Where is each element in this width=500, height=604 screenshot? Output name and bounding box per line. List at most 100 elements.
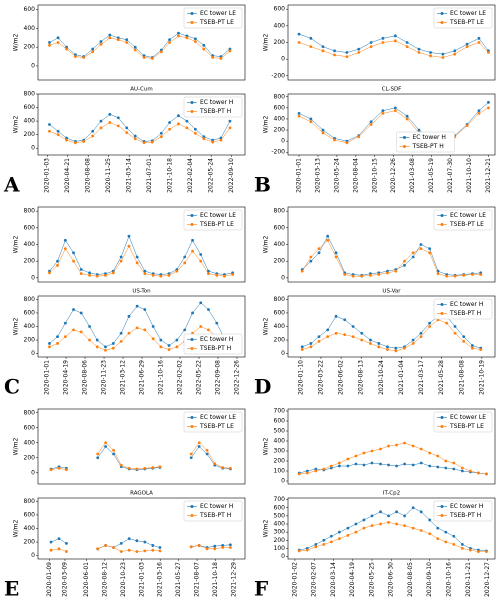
x-tick-label: 2020-11-21: [465, 562, 472, 597]
series-line: [299, 522, 487, 552]
x-tick-label: 2021-01-04: [398, 360, 405, 395]
legend-marker: [403, 145, 406, 148]
x-tick-label: 2020-01-10: [297, 360, 304, 395]
data-point: [346, 526, 350, 530]
data-point: [377, 342, 381, 345]
data-point: [334, 331, 338, 335]
data-point: [57, 537, 61, 541]
y-axis-label: W/m2: [263, 34, 270, 52]
y-tick-label: 200: [24, 454, 36, 461]
data-point: [175, 269, 179, 273]
x-tick-label: 2020-03-14: [330, 562, 337, 597]
legend-label: EC tower LE: [200, 212, 236, 219]
data-point: [487, 106, 490, 110]
data-point: [167, 348, 171, 351]
data-point: [343, 318, 347, 322]
legend-marker: [440, 21, 444, 24]
x-tick-label: 2020-06-02: [338, 360, 345, 395]
data-point: [56, 263, 59, 267]
series-line: [298, 40, 489, 58]
data-point: [428, 451, 432, 455]
data-point: [436, 454, 440, 458]
data-point: [150, 140, 154, 144]
data-point: [479, 348, 483, 351]
data-point: [343, 333, 347, 337]
y-axis-label: W/m2: [13, 318, 20, 336]
data-point: [379, 462, 382, 466]
data-point: [452, 542, 456, 546]
x-tick-label: 2020-08-08: [85, 158, 92, 193]
data-point: [95, 274, 99, 278]
data-point: [159, 135, 163, 139]
data-point: [411, 526, 415, 530]
legend-marker: [440, 223, 444, 226]
data-point: [333, 53, 336, 57]
data-point: [452, 467, 456, 471]
data-point: [369, 342, 372, 345]
data-point: [159, 274, 163, 278]
data-point: [72, 328, 75, 332]
y-tick-label: 700: [274, 496, 286, 503]
data-point: [337, 461, 341, 465]
y-tick-label: 200: [274, 537, 286, 544]
x-tick-label: 2020-08-04: [352, 158, 359, 193]
data-point: [386, 348, 389, 351]
x-tick-label: 2020-01-02: [291, 562, 298, 597]
data-point: [300, 348, 304, 351]
data-point: [228, 49, 232, 53]
data-point: [143, 328, 147, 332]
data-point: [379, 510, 382, 514]
data-point: [387, 521, 390, 524]
data-point: [379, 447, 382, 451]
data-point: [309, 120, 313, 124]
x-tick-label: 2020-03-22: [317, 360, 324, 395]
data-point: [436, 526, 440, 530]
data-point: [381, 109, 385, 113]
data-point: [309, 342, 313, 345]
data-point: [334, 314, 338, 318]
y-tick-label: 400: [274, 438, 286, 445]
x-tick-label: 2020-10-24: [378, 360, 385, 395]
data-point: [329, 464, 333, 468]
legend-label: TSEB-PT H: [449, 512, 481, 519]
x-tick-label: 2020-04-19: [349, 562, 356, 597]
data-point: [211, 56, 215, 59]
data-point: [393, 39, 397, 43]
data-point: [337, 537, 341, 541]
data-point: [322, 538, 326, 542]
data-point: [419, 461, 423, 465]
data-point: [159, 338, 163, 342]
data-point: [321, 45, 325, 49]
data-point: [309, 345, 313, 349]
data-point: [112, 452, 115, 456]
data-point: [428, 518, 432, 522]
data-point: [56, 335, 59, 339]
data-point: [395, 522, 398, 526]
data-point: [74, 141, 77, 145]
data-point: [79, 330, 83, 334]
legend-box: [433, 411, 493, 433]
x-tick-label: 2020-10-15: [371, 158, 378, 193]
data-point: [207, 328, 210, 332]
data-point: [63, 321, 67, 325]
data-point: [48, 271, 51, 275]
data-point: [411, 342, 415, 345]
y-axis-label: W/m2: [13, 116, 20, 134]
data-point: [65, 138, 68, 142]
data-point: [377, 273, 381, 276]
data-point: [477, 550, 480, 554]
x-tick-label: 2020-04-19: [63, 360, 70, 395]
legend-marker: [440, 514, 444, 517]
data-point: [104, 441, 108, 445]
data-point: [112, 546, 115, 549]
legend-marker: [190, 347, 194, 350]
data-point: [112, 448, 115, 452]
legend-label: EC tower H: [200, 503, 233, 510]
series-line: [302, 235, 481, 276]
data-point: [63, 335, 67, 339]
data-point: [143, 308, 147, 311]
data-point: [405, 41, 409, 44]
data-point: [370, 461, 374, 465]
data-point: [111, 342, 115, 345]
legend-marker: [190, 12, 194, 15]
